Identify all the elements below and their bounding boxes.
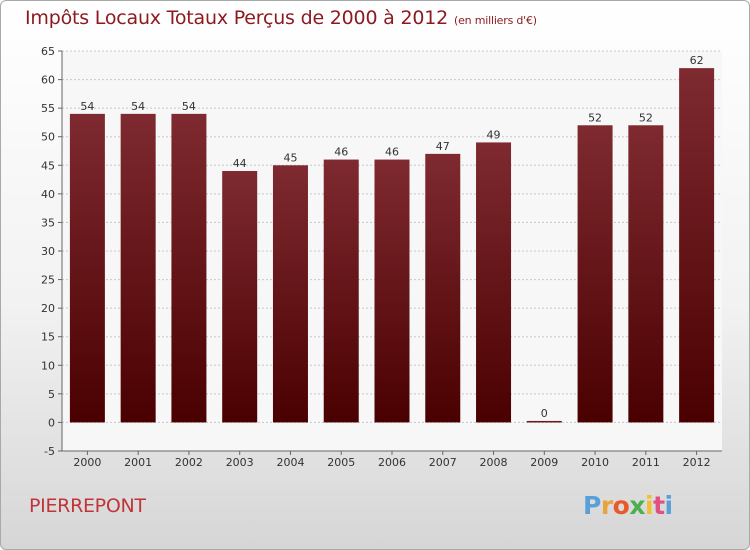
bar-value-label: 54 (80, 100, 94, 113)
bar (374, 159, 410, 423)
bar (476, 142, 512, 423)
bar-value-label: 45 (283, 151, 297, 164)
chart-title-text: Impôts Locaux Totaux Perçus de 2000 à 20… (25, 7, 449, 29)
x-tick-label: 2010 (581, 456, 609, 469)
y-tick-label: 35 (41, 216, 55, 229)
bar (222, 171, 258, 423)
logo-letter: t (653, 491, 665, 520)
y-tick-label: 10 (41, 359, 55, 372)
logo-letter: i (645, 491, 654, 520)
y-tick-label: 30 (41, 245, 55, 258)
x-tick-label: 2001 (124, 456, 152, 469)
y-tick-label: -5 (44, 445, 55, 458)
bar (69, 113, 105, 423)
town-name: PIERREPONT (29, 495, 146, 517)
bar-value-label: 54 (131, 100, 145, 113)
logo-letter: x (629, 491, 645, 520)
x-tick-label: 2008 (480, 456, 508, 469)
bar (679, 68, 715, 423)
y-tick-label: 65 (41, 45, 55, 58)
bar-value-label: 52 (588, 111, 602, 124)
y-tick-label: 25 (41, 274, 55, 287)
y-tick-label: 15 (41, 331, 55, 344)
y-tick-label: 0 (48, 416, 55, 429)
chart-unit: (en milliers d'€) (454, 14, 537, 27)
logo-letter: o (612, 491, 630, 520)
y-tick-label: 55 (41, 102, 55, 115)
bar-value-label: 0 (541, 407, 548, 420)
x-tick-label: 2005 (327, 456, 355, 469)
y-tick-label: 45 (41, 159, 55, 172)
x-tick-label: 2012 (683, 456, 711, 469)
proxiti-logo[interactable]: Proxiti (583, 491, 673, 520)
bar-value-label: 52 (639, 111, 653, 124)
y-tick-label: 5 (48, 388, 55, 401)
x-tick-label: 2009 (530, 456, 558, 469)
bar-value-label: 49 (487, 128, 501, 141)
x-tick-label: 2002 (175, 456, 203, 469)
bar-value-label: 46 (385, 146, 399, 159)
y-tick-label: 60 (41, 74, 55, 87)
x-tick-label: 2003 (226, 456, 254, 469)
bar-value-label: 44 (233, 157, 247, 170)
x-tick-label: 2000 (73, 456, 101, 469)
x-tick-label: 2011 (632, 456, 660, 469)
logo-letter: r (600, 491, 613, 520)
x-tick-label: 2006 (378, 456, 406, 469)
logo-letter: P (583, 491, 601, 520)
bar (526, 420, 562, 423)
y-tick-label: 50 (41, 131, 55, 144)
x-tick-label: 2007 (429, 456, 457, 469)
bar-value-label: 47 (436, 140, 450, 153)
bar (425, 153, 461, 423)
bar (628, 125, 664, 423)
bar (272, 165, 308, 423)
bar-value-label: 46 (334, 146, 348, 159)
bar-value-label: 62 (690, 54, 704, 67)
bar (577, 125, 613, 423)
x-tick-label: 2004 (276, 456, 304, 469)
chart-title: Impôts Locaux Totaux Perçus de 2000 à 20… (25, 7, 537, 29)
y-tick-label: 40 (41, 188, 55, 201)
bar (171, 113, 207, 423)
bar (120, 113, 156, 423)
y-tick-label: 20 (41, 302, 55, 315)
bar (323, 159, 359, 423)
logo-letter: i (664, 491, 674, 520)
bar-value-label: 54 (182, 100, 196, 113)
